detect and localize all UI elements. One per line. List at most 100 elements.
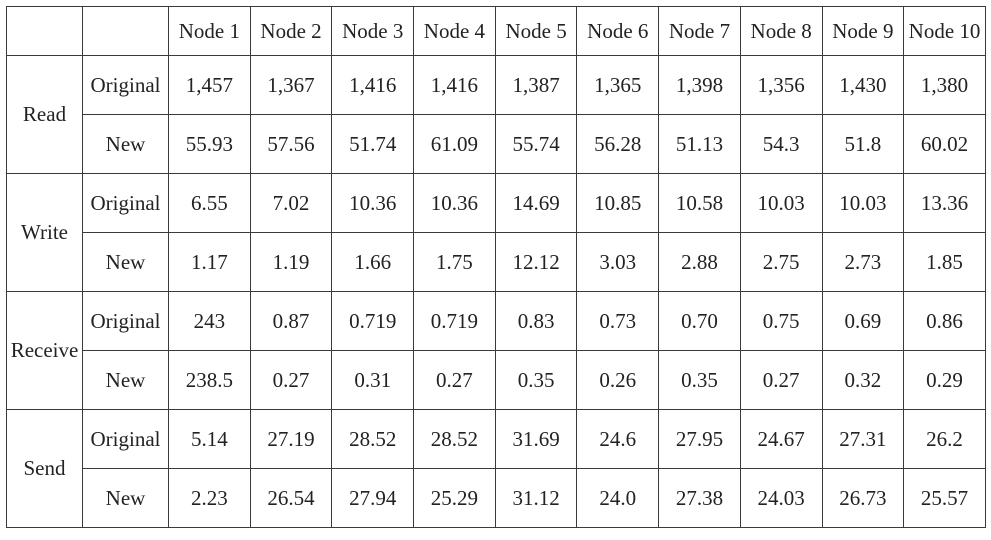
- cell: 10.03: [740, 174, 822, 233]
- cell: 51.74: [332, 115, 414, 174]
- cell: 51.8: [822, 115, 904, 174]
- table-row: New 1.17 1.19 1.66 1.75 12.12 3.03 2.88 …: [7, 233, 986, 292]
- variant-label: New: [83, 115, 169, 174]
- cell: 25.29: [414, 469, 496, 528]
- cell: 0.86: [904, 292, 986, 351]
- cell: 0.70: [659, 292, 741, 351]
- variant-label: New: [83, 469, 169, 528]
- cell: 12.12: [495, 233, 577, 292]
- cell: 25.57: [904, 469, 986, 528]
- cell: 1,430: [822, 56, 904, 115]
- cell: 57.56: [250, 115, 332, 174]
- cell: 0.35: [495, 351, 577, 410]
- cell: 0.27: [414, 351, 496, 410]
- cell: 31.12: [495, 469, 577, 528]
- cell: 10.03: [822, 174, 904, 233]
- column-header: Node 1: [169, 7, 251, 56]
- cell: 10.85: [577, 174, 659, 233]
- header-blank-variant: [83, 7, 169, 56]
- cell: 61.09: [414, 115, 496, 174]
- category-label-read: Read: [7, 56, 83, 174]
- cell: 0.73: [577, 292, 659, 351]
- column-header: Node 6: [577, 7, 659, 56]
- table-row: New 2.23 26.54 27.94 25.29 31.12 24.0 27…: [7, 469, 986, 528]
- column-header: Node 5: [495, 7, 577, 56]
- cell: 0.69: [822, 292, 904, 351]
- cell: 0.32: [822, 351, 904, 410]
- cell: 1,356: [740, 56, 822, 115]
- cell: 55.74: [495, 115, 577, 174]
- cell: 0.27: [250, 351, 332, 410]
- category-label-receive: Receive: [7, 292, 83, 410]
- cell: 26.2: [904, 410, 986, 469]
- column-header: Node 9: [822, 7, 904, 56]
- cell: 0.27: [740, 351, 822, 410]
- cell: 26.73: [822, 469, 904, 528]
- table-row: Read Original 1,457 1,367 1,416 1,416 1,…: [7, 56, 986, 115]
- cell: 2.75: [740, 233, 822, 292]
- column-header: Node 8: [740, 7, 822, 56]
- cell: 24.6: [577, 410, 659, 469]
- cell: 7.02: [250, 174, 332, 233]
- cell: 1,380: [904, 56, 986, 115]
- variant-label: Original: [83, 292, 169, 351]
- cell: 0.719: [414, 292, 496, 351]
- cell: 0.83: [495, 292, 577, 351]
- cell: 10.36: [414, 174, 496, 233]
- table-row: Send Original 5.14 27.19 28.52 28.52 31.…: [7, 410, 986, 469]
- cell: 0.35: [659, 351, 741, 410]
- cell: 1,398: [659, 56, 741, 115]
- category-label-write: Write: [7, 174, 83, 292]
- variant-label: New: [83, 351, 169, 410]
- cell: 27.95: [659, 410, 741, 469]
- cell: 54.3: [740, 115, 822, 174]
- header-blank-category: [7, 7, 83, 56]
- cell: 60.02: [904, 115, 986, 174]
- cell: 0.31: [332, 351, 414, 410]
- variant-label: Original: [83, 410, 169, 469]
- cell: 0.29: [904, 351, 986, 410]
- column-header: Node 7: [659, 7, 741, 56]
- data-table: Node 1 Node 2 Node 3 Node 4 Node 5 Node …: [6, 6, 986, 528]
- cell: 28.52: [332, 410, 414, 469]
- cell: 1,367: [250, 56, 332, 115]
- cell: 1,457: [169, 56, 251, 115]
- cell: 2.23: [169, 469, 251, 528]
- cell: 51.13: [659, 115, 741, 174]
- cell: 0.26: [577, 351, 659, 410]
- cell: 1,416: [332, 56, 414, 115]
- cell: 24.0: [577, 469, 659, 528]
- cell: 2.73: [822, 233, 904, 292]
- cell: 24.03: [740, 469, 822, 528]
- cell: 1,416: [414, 56, 496, 115]
- cell: 1.66: [332, 233, 414, 292]
- cell: 24.67: [740, 410, 822, 469]
- variant-label: Original: [83, 56, 169, 115]
- variant-label: New: [83, 233, 169, 292]
- cell: 56.28: [577, 115, 659, 174]
- cell: 55.93: [169, 115, 251, 174]
- table-row: New 238.5 0.27 0.31 0.27 0.35 0.26 0.35 …: [7, 351, 986, 410]
- cell: 27.19: [250, 410, 332, 469]
- column-header: Node 4: [414, 7, 496, 56]
- cell: 10.36: [332, 174, 414, 233]
- cell: 14.69: [495, 174, 577, 233]
- cell: 1.19: [250, 233, 332, 292]
- table-row: New 55.93 57.56 51.74 61.09 55.74 56.28 …: [7, 115, 986, 174]
- cell: 1,365: [577, 56, 659, 115]
- cell: 28.52: [414, 410, 496, 469]
- table-row: Receive Original 243 0.87 0.719 0.719 0.…: [7, 292, 986, 351]
- table-header-row: Node 1 Node 2 Node 3 Node 4 Node 5 Node …: [7, 7, 986, 56]
- table-row: Write Original 6.55 7.02 10.36 10.36 14.…: [7, 174, 986, 233]
- cell: 3.03: [577, 233, 659, 292]
- cell: 243: [169, 292, 251, 351]
- cell: 1,387: [495, 56, 577, 115]
- category-label-send: Send: [7, 410, 83, 528]
- column-header: Node 10: [904, 7, 986, 56]
- cell: 31.69: [495, 410, 577, 469]
- cell: 6.55: [169, 174, 251, 233]
- variant-label: Original: [83, 174, 169, 233]
- cell: 1.17: [169, 233, 251, 292]
- column-header: Node 3: [332, 7, 414, 56]
- cell: 1.85: [904, 233, 986, 292]
